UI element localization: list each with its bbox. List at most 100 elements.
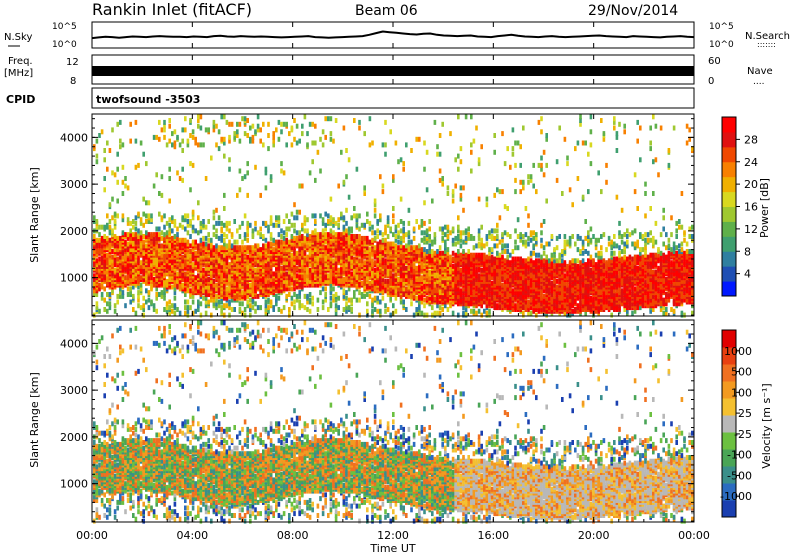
power-cell bbox=[106, 252, 109, 258]
power-cell bbox=[124, 239, 127, 245]
power-cell bbox=[189, 305, 192, 311]
power-cell bbox=[241, 258, 244, 264]
power-cell bbox=[254, 243, 257, 249]
power-cell bbox=[194, 275, 197, 281]
power-cell bbox=[353, 234, 356, 239]
power-cell bbox=[106, 256, 109, 262]
power-cell bbox=[176, 170, 179, 176]
power-cell bbox=[394, 234, 398, 239]
power-cell bbox=[217, 299, 221, 305]
power-cell bbox=[215, 286, 218, 292]
power-cell bbox=[275, 222, 278, 228]
power-cell bbox=[184, 277, 187, 282]
power-cell bbox=[111, 215, 114, 221]
power-cell bbox=[228, 273, 231, 279]
power-cell bbox=[142, 234, 145, 239]
power-cell bbox=[308, 292, 312, 297]
power-cell bbox=[126, 292, 130, 297]
power-cell bbox=[262, 142, 265, 148]
power-cell bbox=[433, 119, 437, 125]
power-cell bbox=[204, 269, 208, 275]
power-cell bbox=[376, 234, 379, 239]
power-cell bbox=[412, 235, 416, 241]
power-cell bbox=[215, 282, 218, 288]
power-cell bbox=[290, 286, 294, 292]
power-cell bbox=[358, 312, 361, 318]
power-cell bbox=[100, 282, 104, 288]
power-cell bbox=[337, 232, 340, 238]
power-cell bbox=[246, 293, 249, 299]
power-cell bbox=[108, 305, 112, 311]
power-cell bbox=[306, 254, 309, 260]
power-cell bbox=[108, 301, 112, 307]
power-cell bbox=[181, 127, 184, 133]
power-cell bbox=[126, 185, 130, 191]
power-cell bbox=[402, 226, 405, 232]
power-cell bbox=[425, 228, 429, 234]
power-cell bbox=[145, 219, 148, 224]
power-cell bbox=[376, 295, 379, 301]
power-cell bbox=[103, 148, 106, 153]
power-cell bbox=[202, 222, 205, 228]
power-cell bbox=[275, 301, 278, 307]
power-cell bbox=[142, 222, 145, 228]
power-cell bbox=[165, 234, 169, 239]
power-cell bbox=[459, 192, 463, 198]
power-cell bbox=[449, 131, 452, 137]
power-cell bbox=[293, 118, 296, 123]
power-cell bbox=[485, 310, 489, 316]
power-cell bbox=[137, 254, 140, 260]
power-cell bbox=[470, 252, 473, 258]
power-cell bbox=[225, 273, 229, 279]
power-cell bbox=[108, 292, 112, 297]
power-cell bbox=[264, 166, 268, 172]
power-cell bbox=[241, 245, 244, 251]
power-cell bbox=[95, 219, 99, 224]
power-cell bbox=[488, 308, 491, 314]
power-cell bbox=[368, 142, 372, 148]
power-cell bbox=[254, 308, 257, 314]
power-cell bbox=[321, 273, 325, 279]
power-cell bbox=[228, 220, 231, 226]
power-cell bbox=[116, 235, 119, 241]
power-cell bbox=[269, 219, 273, 224]
power-cell bbox=[243, 213, 247, 219]
power-cell bbox=[150, 217, 153, 223]
power-cell bbox=[246, 299, 249, 305]
power-cell bbox=[277, 119, 281, 125]
power-cell bbox=[124, 232, 127, 238]
power-cell bbox=[168, 123, 171, 129]
power-cell bbox=[106, 166, 109, 172]
power-cell bbox=[184, 116, 187, 122]
power-cell bbox=[98, 308, 101, 314]
power-cell bbox=[475, 252, 478, 258]
power-cell bbox=[220, 245, 223, 251]
power-cell bbox=[254, 301, 257, 307]
power-cell bbox=[488, 230, 491, 236]
power-cell bbox=[470, 308, 473, 314]
power-cell bbox=[485, 241, 489, 247]
power-cell bbox=[111, 228, 114, 234]
power-cell bbox=[490, 228, 494, 234]
power-cell bbox=[119, 243, 122, 249]
power-cell bbox=[438, 133, 442, 138]
power-cell bbox=[139, 286, 143, 292]
power-cell bbox=[457, 153, 460, 159]
power-cell bbox=[363, 222, 366, 228]
power-cell bbox=[147, 290, 151, 296]
power-cell bbox=[324, 297, 327, 303]
power-cell bbox=[95, 258, 99, 264]
power-cell bbox=[506, 254, 509, 260]
power-cell bbox=[415, 265, 418, 271]
power-cell bbox=[212, 282, 216, 288]
power-cell bbox=[176, 282, 179, 288]
power-cell bbox=[254, 129, 257, 135]
power-cell bbox=[321, 258, 325, 264]
power-cell bbox=[191, 209, 195, 215]
power-cell bbox=[446, 191, 450, 196]
power-cell bbox=[272, 271, 275, 277]
power-cell bbox=[108, 224, 112, 230]
power-cell bbox=[184, 262, 187, 268]
power-cell bbox=[197, 118, 200, 123]
power-cell bbox=[358, 258, 361, 264]
